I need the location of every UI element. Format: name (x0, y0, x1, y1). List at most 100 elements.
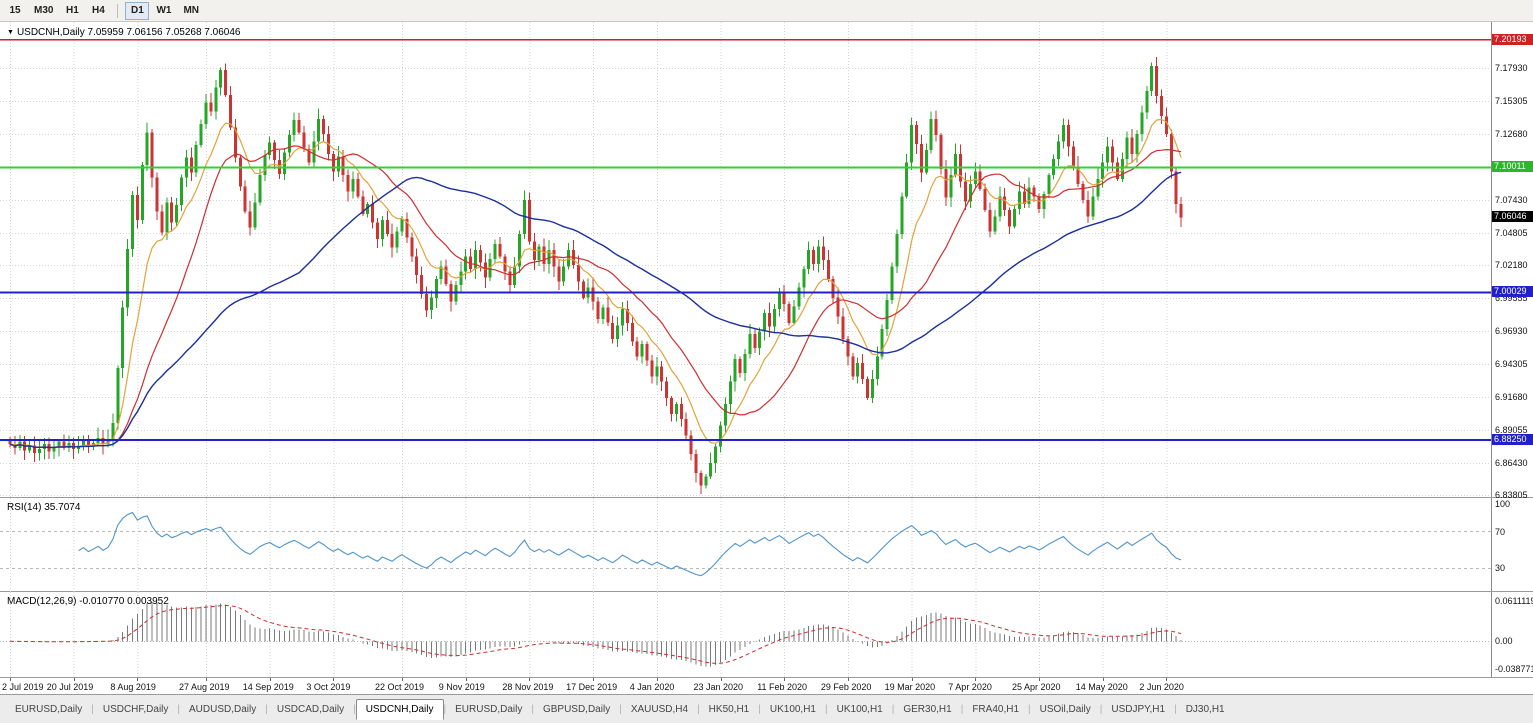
tab-separator: | (960, 703, 964, 715)
tab-separator: | (619, 703, 622, 715)
chart-symbol-title: USDCNH,Daily (16, 27, 85, 38)
macd-scale: 0.0611119 0.00 -0.0387719 (1491, 592, 1533, 677)
chart-tab-eurusd-daily[interactable]: EURUSD,Daily (15, 703, 83, 715)
chart-tab-usdcnh-daily[interactable]: USDCNH,Daily (355, 698, 444, 720)
macd-indicator-panel[interactable]: MACD(12,26,9) -0.010770 0.003952 0.06111… (0, 592, 1533, 678)
tab-separator: | (697, 703, 700, 715)
price-tick-label: 6.86430 (1495, 457, 1528, 468)
chart-tab-xauusd-h4[interactable]: XAUUSD,H4 (630, 703, 689, 715)
macd-grid (10, 592, 1168, 678)
rsi-indicator-panel[interactable]: RSI(14) 35.7074 100 70 30 (0, 498, 1533, 592)
date-tick (402, 678, 403, 681)
price-tick-label: 7.02180 (1495, 260, 1528, 271)
date-tick (656, 678, 658, 681)
rsi-grid (10, 498, 1168, 592)
macd-signal-line (9, 604, 1182, 664)
macd-histogram (14, 601, 1182, 667)
timeframe-button-w1[interactable]: W1 (151, 2, 176, 20)
chart-tab-uk100-h1[interactable]: UK100,H1 (836, 703, 883, 715)
tab-separator: | (825, 703, 828, 715)
tab-separator: | (531, 703, 534, 715)
tab-separator: | (1099, 703, 1103, 715)
tab-separator: | (353, 703, 356, 715)
date-tick (784, 678, 786, 681)
chart-tab-eurusd-daily[interactable]: EURUSD,Daily (455, 703, 523, 715)
date-tick (1102, 678, 1104, 681)
date-label: 22 Oct 2019 (375, 682, 425, 692)
ma-slow-line (9, 171, 1182, 449)
timeframe-toolbar: 15 M30 H1 H4 D1 W1 MN (0, 0, 1533, 22)
main-chart-panel[interactable]: ▼ USDCNH,Daily 7.05959 7.06156 7.05268 7.… (0, 22, 1533, 500)
date-label: 2 Jul 2019 (2, 682, 44, 692)
chart-ohlc-values: 7.05959 7.06156 7.05268 7.06046 (87, 27, 241, 38)
toolbar-separator (117, 3, 119, 18)
date-tick (333, 678, 335, 681)
timeframe-button-h1[interactable]: H1 (60, 2, 84, 20)
date-tick (975, 678, 977, 681)
chart-tab-bar: EURUSD,Daily | USDCHF,Daily | AUDUSD,Daily | U… (0, 695, 1533, 723)
date-tick (206, 678, 207, 681)
tab-separator: | (177, 703, 181, 715)
chart-tab-dj30-h1[interactable]: DJ30,H1 (1185, 703, 1225, 715)
main-chart-canvas[interactable] (0, 22, 1491, 498)
chart-tab-usdjpy-h1[interactable]: USDJPY,H1 (1111, 703, 1166, 715)
chart-tab-usoil-daily[interactable]: USOil,Daily (1039, 703, 1091, 715)
main-grid (0, 22, 1491, 498)
macd-label: MACD(12,26,9) -0.010770 0.003952 (7, 596, 169, 607)
rsi-level-label: 30 (1495, 563, 1506, 574)
macd-canvas[interactable] (0, 592, 1491, 678)
chart-tab-fra40-h1[interactable]: FRA40,H1 (972, 703, 1020, 715)
price-badge: 7.20193 (1492, 33, 1533, 45)
rsi-level-label: 100 (1495, 499, 1511, 509)
date-label: 2 Jun 2020 (1139, 682, 1184, 692)
date-tick (911, 678, 913, 681)
tab-separator: | (265, 703, 268, 715)
symbol-dropdown-icon[interactable]: ▼ (7, 29, 14, 36)
price-tick-label: 6.94305 (1495, 359, 1528, 369)
date-tick (10, 678, 11, 681)
rsi-label: RSI(14) 35.7074 (7, 502, 81, 513)
timeframe-button-15[interactable]: 15 (3, 2, 27, 20)
date-tick (593, 678, 595, 681)
timeframe-button-m30[interactable]: M30 (29, 2, 58, 20)
rsi-level-label: 70 (1495, 526, 1506, 537)
date-label: 3 Oct 2019 (306, 682, 351, 692)
chart-header: ▼ USDCNH,Daily 7.05959 7.06156 7.05268 7.… (7, 27, 240, 38)
rsi-canvas[interactable] (0, 498, 1491, 592)
price-tick-label: 6.89055 (1495, 424, 1528, 435)
date-label: 27 Aug 2019 (179, 682, 230, 692)
chart-tab-gbpusd-daily[interactable]: GBPUSD,Daily (542, 703, 611, 715)
date-tick (465, 678, 467, 681)
price-tick-label: 7.17930 (1495, 63, 1528, 74)
chart-tab-usdcad-daily[interactable]: USDCAD,Daily (276, 703, 345, 715)
chart-tab-hk50-h1[interactable]: HK50,H1 (708, 703, 750, 715)
date-label: 14 May 2020 (1075, 682, 1128, 692)
date-label: 4 Jan 2020 (629, 682, 675, 692)
date-label: 9 Nov 2019 (438, 682, 485, 692)
date-axis[interactable]: 2 Jul 2019 20 Jul 2019 8 Aug 2019 27 Aug 20… (0, 678, 1533, 695)
date-tick (847, 678, 849, 681)
timeframe-button-d1[interactable]: D1 (125, 1, 150, 20)
timeframe-button-mn[interactable]: MN (178, 2, 204, 20)
date-label: 8 Aug 2019 (110, 682, 156, 692)
date-tick (529, 678, 531, 681)
chart-tab-usdchf-daily[interactable]: USDCHF,Daily (102, 703, 169, 715)
price-tick-label: 7.15305 (1495, 96, 1528, 107)
price-tick-label: 6.91680 (1495, 391, 1528, 402)
chart-tab-uk100-h1[interactable]: UK100,H1 (769, 703, 816, 715)
date-label: 14 Sep 2019 (242, 682, 294, 692)
date-tick (1166, 678, 1168, 681)
price-badge: 7.00029 (1492, 286, 1533, 298)
tab-separator: | (891, 703, 895, 715)
rsi-scale: 100 70 30 (1491, 498, 1533, 591)
price-tick-label: 6.96930 (1495, 326, 1528, 337)
chart-tab-ger30-h1[interactable]: GER30,H1 (903, 703, 952, 715)
tab-separator: | (1174, 703, 1177, 715)
date-label: 7 Apr 2020 (948, 682, 992, 692)
timeframe-button-h4[interactable]: H4 (86, 2, 110, 20)
price-scale[interactable]: 7.17930 7.15305 7.12680 7.07430 7.04805 7.021… (1491, 22, 1533, 500)
chart-tab-audusd-daily[interactable]: AUDUSD,Daily (189, 703, 257, 715)
tab-separator: | (758, 703, 761, 715)
date-label: 19 Mar 2020 (884, 682, 936, 692)
price-tick-label: 7.07430 (1495, 194, 1528, 205)
